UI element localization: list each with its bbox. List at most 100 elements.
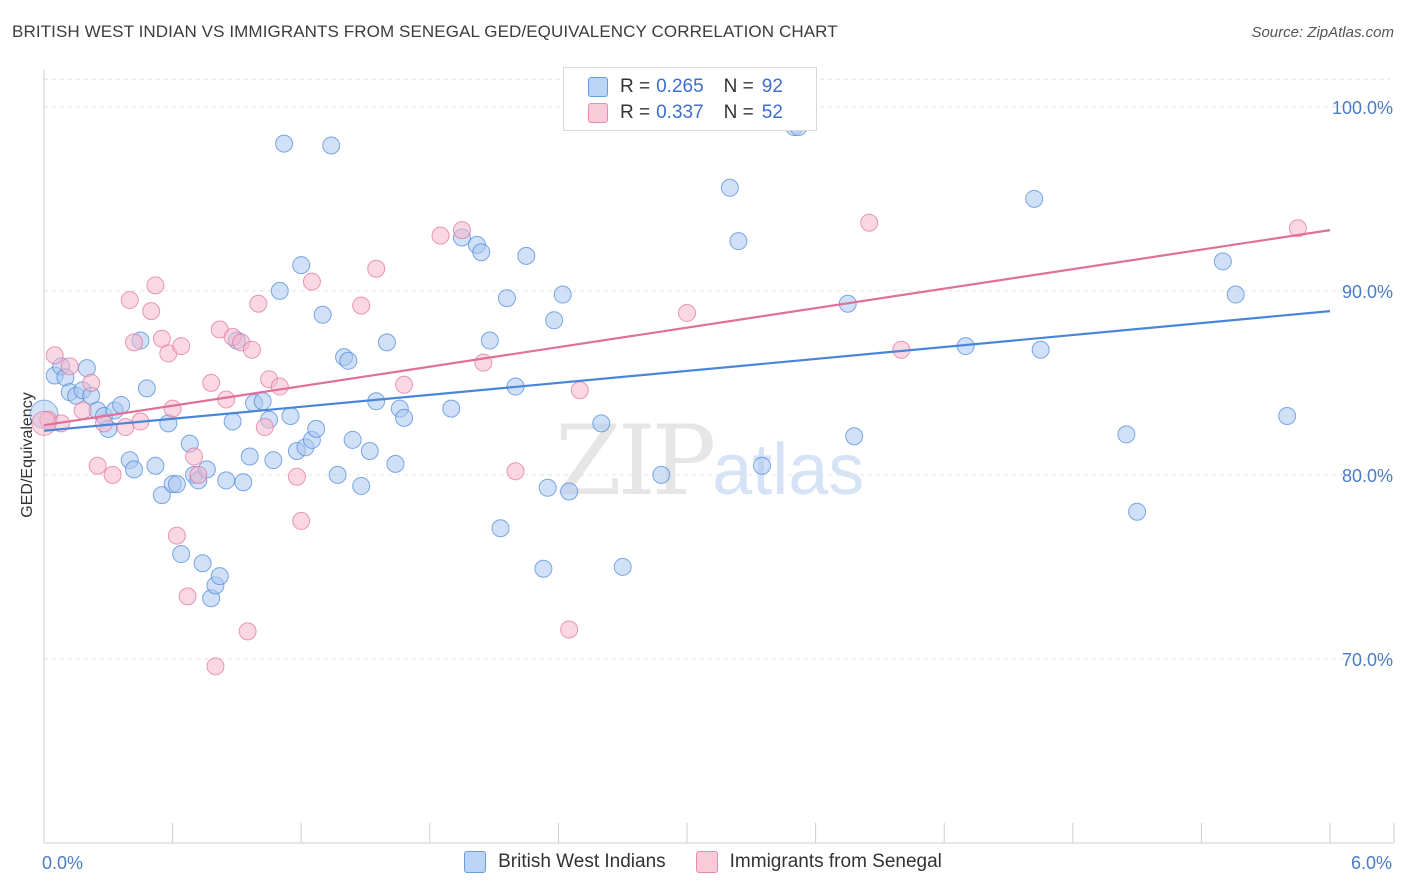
data-point-british-west-indians bbox=[322, 136, 341, 155]
source-attribution: Source: ZipAtlas.com bbox=[1251, 24, 1394, 41]
data-point-british-west-indians bbox=[281, 407, 300, 426]
bottom-legend: British West Indians Immigrants from Sen… bbox=[0, 851, 1406, 873]
data-point-immigrants-from-senegal bbox=[172, 337, 191, 356]
data-point-british-west-indians bbox=[560, 482, 579, 501]
data-point-immigrants-from-senegal bbox=[189, 465, 208, 484]
legend-n-value: 92 bbox=[761, 76, 783, 97]
data-point-immigrants-from-senegal bbox=[452, 221, 471, 240]
data-point-immigrants-from-senegal bbox=[292, 511, 311, 530]
bottom-legend-swatch-blue bbox=[464, 851, 487, 873]
legend-row-series2: R = 0.337 N = 52 bbox=[588, 100, 783, 126]
data-point-immigrants-from-senegal bbox=[678, 303, 696, 322]
data-point-british-west-indians bbox=[167, 475, 186, 494]
data-point-british-west-indians bbox=[137, 379, 156, 398]
chart-title: BRITISH WEST INDIAN VS IMMIGRANTS FROM S… bbox=[12, 22, 838, 41]
data-point-british-west-indians bbox=[480, 331, 499, 350]
data-point-immigrants-from-senegal bbox=[242, 340, 261, 359]
legend-r-value: 0.337 bbox=[656, 102, 704, 123]
data-point-british-west-indians bbox=[497, 289, 516, 308]
bottom-legend-label-series1: British West Indians bbox=[498, 851, 666, 872]
data-point-immigrants-from-senegal bbox=[302, 272, 321, 291]
x-tick-label-max: 6.0% bbox=[1350, 853, 1392, 873]
data-point-immigrants-from-senegal bbox=[1288, 219, 1307, 238]
y-tick-labels: 70.0% 80.0% 90.0% 100.0% bbox=[1332, 98, 1393, 670]
bottom-legend-item-series1: British West Indians bbox=[464, 851, 666, 873]
data-point-british-west-indians bbox=[1278, 407, 1297, 426]
data-point-immigrants-from-senegal bbox=[103, 465, 122, 484]
watermark-atlas: atlas bbox=[712, 430, 865, 510]
data-point-immigrants-from-senegal bbox=[395, 375, 414, 394]
data-point-british-west-indians bbox=[753, 456, 772, 475]
data-point-immigrants-from-senegal bbox=[431, 226, 450, 245]
data-point-british-west-indians bbox=[386, 454, 405, 473]
data-point-immigrants-from-senegal bbox=[202, 373, 221, 392]
data-point-british-west-indians bbox=[210, 567, 229, 586]
data-point-immigrants-from-senegal bbox=[367, 259, 386, 278]
data-point-british-west-indians bbox=[112, 395, 131, 414]
data-point-british-west-indians bbox=[538, 478, 557, 497]
data-point-british-west-indians bbox=[517, 246, 536, 265]
data-point-british-west-indians bbox=[217, 471, 236, 490]
data-point-british-west-indians bbox=[545, 311, 564, 330]
data-point-immigrants-from-senegal bbox=[45, 346, 64, 365]
y-tick-label: 90.0% bbox=[1342, 282, 1393, 302]
data-point-british-west-indians bbox=[253, 392, 272, 411]
trend-line-british-west-indians bbox=[43, 310, 1331, 432]
data-point-immigrants-from-senegal bbox=[860, 213, 879, 232]
legend-swatch-blue bbox=[588, 77, 608, 97]
data-point-british-west-indians bbox=[395, 408, 414, 427]
data-point-british-west-indians bbox=[240, 447, 259, 466]
data-point-british-west-indians bbox=[352, 476, 371, 495]
data-point-british-west-indians bbox=[553, 285, 572, 304]
data-point-immigrants-from-senegal bbox=[249, 294, 268, 313]
data-point-british-west-indians bbox=[652, 465, 671, 484]
data-point-immigrants-from-senegal bbox=[60, 357, 79, 376]
data-point-british-west-indians bbox=[729, 232, 748, 251]
data-point-british-west-indians bbox=[275, 134, 294, 153]
data-point-british-west-indians bbox=[1213, 252, 1232, 271]
data-point-immigrants-from-senegal bbox=[238, 622, 257, 641]
correlation-legend: R = 0.265 N = 92 R = 0.337 N = 52 bbox=[563, 67, 817, 131]
data-point-immigrants-from-senegal bbox=[146, 276, 165, 295]
data-point-british-west-indians bbox=[1226, 285, 1245, 304]
data-point-immigrants-from-senegal bbox=[255, 418, 274, 437]
legend-row-series1: R = 0.265 N = 92 bbox=[588, 74, 783, 100]
data-point-british-west-indians bbox=[592, 414, 611, 433]
trend-line-immigrants-from-senegal bbox=[43, 229, 1331, 427]
data-point-british-west-indians bbox=[264, 451, 283, 470]
data-point-british-west-indians bbox=[613, 557, 632, 576]
data-point-british-west-indians bbox=[328, 465, 347, 484]
data-point-british-west-indians bbox=[339, 351, 358, 370]
trend-lines bbox=[43, 229, 1331, 432]
bottom-legend-swatch-pink bbox=[695, 851, 718, 873]
data-point-immigrants-from-senegal bbox=[116, 418, 135, 437]
series-immigrants-from-senegal bbox=[31, 213, 1307, 676]
legend-r-label: R = bbox=[620, 102, 651, 123]
bottom-legend-item-series2: Immigrants from Senegal bbox=[695, 851, 942, 873]
data-point-british-west-indians bbox=[845, 427, 864, 446]
data-point-british-west-indians bbox=[125, 460, 144, 479]
y-tick-label: 70.0% bbox=[1342, 650, 1393, 670]
data-point-immigrants-from-senegal bbox=[206, 657, 225, 676]
data-point-british-west-indians bbox=[343, 430, 362, 449]
data-point-immigrants-from-senegal bbox=[88, 456, 107, 475]
watermark-zip: ZIP bbox=[555, 405, 716, 517]
axes bbox=[43, 70, 1395, 844]
data-point-immigrants-from-senegal bbox=[120, 291, 139, 310]
data-point-immigrants-from-senegal bbox=[142, 302, 161, 321]
data-point-british-west-indians bbox=[472, 243, 491, 262]
data-point-british-west-indians bbox=[1128, 502, 1147, 521]
y-tick-label: 80.0% bbox=[1342, 466, 1393, 486]
data-point-british-west-indians bbox=[360, 441, 379, 460]
data-point-immigrants-from-senegal bbox=[125, 333, 144, 352]
x-tick-label-min: 0.0% bbox=[42, 853, 84, 873]
data-point-british-west-indians bbox=[193, 554, 212, 573]
watermark: ZIPatlas bbox=[555, 405, 864, 517]
data-point-british-west-indians bbox=[534, 559, 553, 578]
data-point-british-west-indians bbox=[1025, 189, 1044, 208]
data-point-british-west-indians bbox=[172, 545, 191, 564]
data-point-immigrants-from-senegal bbox=[73, 401, 92, 420]
data-point-immigrants-from-senegal bbox=[185, 447, 204, 466]
data-point-british-west-indians bbox=[152, 486, 171, 505]
